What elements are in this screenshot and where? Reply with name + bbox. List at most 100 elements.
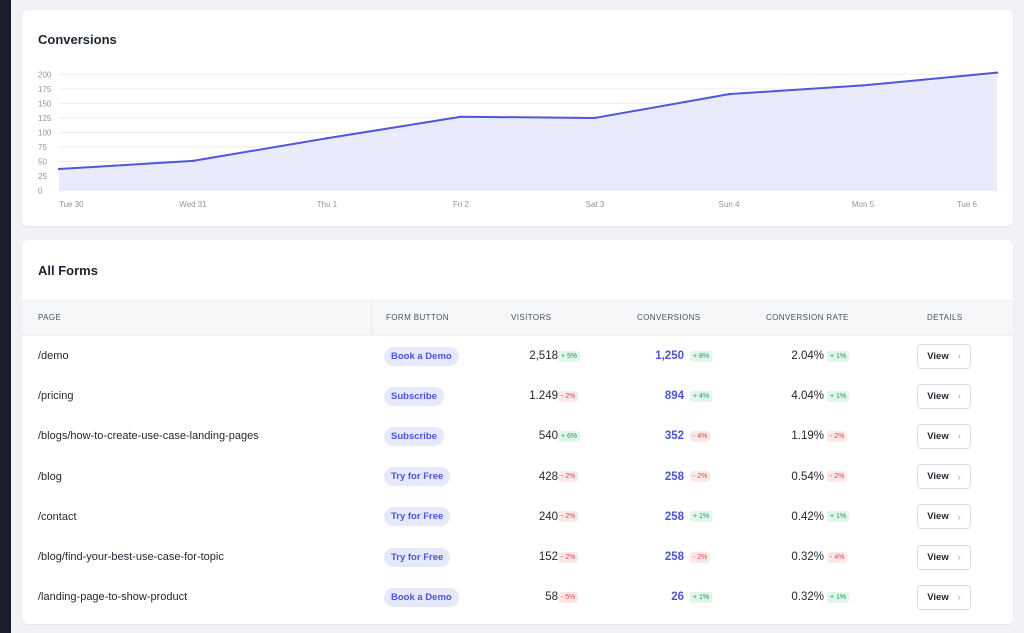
form-button-label: Subscribe [384,386,444,406]
conversions-change-badge: + 1% [690,511,713,523]
view-details-button[interactable]: View › [917,584,971,610]
y-tick-label: 175 [38,85,52,94]
all-forms-card: All Forms PAGE FORM BUTTON VISITORS CONV… [22,240,1013,624]
data-point [727,92,731,96]
data-point [191,159,195,163]
visitors-change-badge: - 2% [558,511,579,523]
view-button-label: View [927,511,949,523]
visitors-change-badge: - 5% [558,591,579,603]
chevron-right-icon: › [957,471,961,482]
column-header-conversion-rate: CONVERSION RATE [766,313,849,322]
column-header-conversions: CONVERSIONS [637,313,701,322]
data-point [325,137,329,140]
table-header: PAGE FORM BUTTON VISITORS CONVERSIONS CO… [22,300,1013,336]
y-tick-label: 50 [38,157,47,166]
chevron-right-icon: › [957,391,961,402]
table-row: /demo Book a Demo 2,518 + 5% 1,250 + 8% 2.04% +… [22,336,1013,376]
y-tick-label: 0 [38,187,43,196]
conversion-rate-value: 0.42% [791,510,824,523]
page-path: /pricing [38,390,74,403]
conversions-value: 258 [664,551,684,563]
x-tick-label: Wed 31 [179,200,207,209]
conversion-rate-value: 2.04% [791,350,824,362]
column-header-details: DETAILS [927,313,963,322]
conversion-rate-change-badge: + 1% [827,390,850,402]
view-details-button[interactable]: View › [917,544,971,570]
page-path: /blog/find-your-best-use-case-for-topic [38,551,224,563]
y-tick-label: 100 [38,128,52,137]
column-header-page: PAGE [38,313,62,322]
view-details-button[interactable]: View › [917,423,971,449]
conversions-value: 352 [664,430,684,443]
chart-title: Conversions [38,32,117,47]
x-tick-label: Thu 1 [317,200,338,209]
conversion-rate-value: 0.32% [791,551,824,563]
forms-title: All Forms [38,263,98,278]
chevron-right-icon: › [957,431,961,442]
x-tick-label: Fri 2 [453,200,470,209]
conversions-change-badge: - 4% [690,430,711,442]
page-path: /demo [38,350,69,362]
left-sidebar-edge [0,0,11,633]
x-tick-label: Mon 5 [852,200,875,209]
table-row: /blog/find-your-best-use-case-for-topic T… [22,537,1013,577]
conversions-change-badge: - 2% [690,551,711,563]
conversion-rate-value: 0.54% [791,470,824,483]
form-button-label: Try for Free [384,507,451,527]
conversion-rate-change-badge: + 1% [827,350,850,362]
visitors-value: 1.249 [529,390,558,403]
data-point [861,84,865,87]
form-button-label: Book a Demo [384,346,459,366]
y-tick-label: 150 [38,99,52,108]
conversion-rate-change-badge: - 2% [827,430,848,442]
conversions-value: 1,250 [655,350,684,362]
data-point [995,71,999,74]
visitors-value: 58 [545,591,558,604]
y-tick-label: 75 [38,143,47,152]
visitors-change-badge: - 2% [558,551,579,563]
view-details-button[interactable]: View › [917,504,971,530]
data-point [459,115,463,118]
chevron-right-icon: › [957,552,961,562]
visitors-value: 152 [538,551,558,563]
page-path: /landing-page-to-show-product [38,591,188,604]
page-path: /contact [38,510,77,523]
conversions-value: 894 [664,390,684,403]
form-button-label: Book a Demo [384,587,459,607]
table-row: /landing-page-to-show-product Book a Demo… [22,577,1013,617]
x-tick-label: Tue 30 [59,200,84,209]
table-row: /blog Try for Free 428- 2% 258- 2% 0.54% - 2%… [22,457,1013,497]
conversion-rate-value: 0.32% [791,591,824,604]
data-point [593,116,597,120]
chevron-right-icon: › [957,351,961,361]
visitors-change-badge: + 5% [558,350,581,362]
view-button-label: View [927,551,949,563]
form-button-label: Subscribe [384,426,444,446]
visitors-change-badge: - 2% [558,471,579,483]
visitors-change-badge: - 2% [558,390,579,402]
x-tick-label: Sun 4 [719,200,740,209]
view-details-button[interactable]: View › [917,383,971,409]
conversion-rate-change-badge: - 4% [827,551,848,563]
conversion-rate-change-badge: + 1% [827,511,850,523]
conversion-rate-value: 1.19% [791,430,824,443]
view-details-button[interactable]: View › [917,343,971,369]
chevron-right-icon: › [957,592,961,603]
conversion-rate-value: 4.04% [791,390,824,403]
column-header-form-button: FORM BUTTON [386,313,449,322]
column-divider [371,301,372,335]
x-tick-label: Sat 3 [586,200,605,209]
page-path: /blogs/how-to-create-use-case-landing-pa… [38,430,259,443]
view-button-label: View [927,591,949,603]
view-button-label: View [927,390,949,402]
visitors-value: 540 [538,430,558,443]
table-row: /pricing Subscribe 1.249- 2% 894 + 4% 4.04% + … [22,376,1013,416]
visitors-value: 2,518 [529,350,558,362]
view-details-button[interactable]: View › [917,464,971,490]
data-point [57,167,61,171]
chevron-right-icon: › [957,511,961,522]
y-tick-label: 200 [38,70,52,79]
view-button-label: View [927,430,949,442]
conversions-change-badge: - 2% [690,471,711,483]
conversion-rate-change-badge: - 2% [827,471,848,483]
